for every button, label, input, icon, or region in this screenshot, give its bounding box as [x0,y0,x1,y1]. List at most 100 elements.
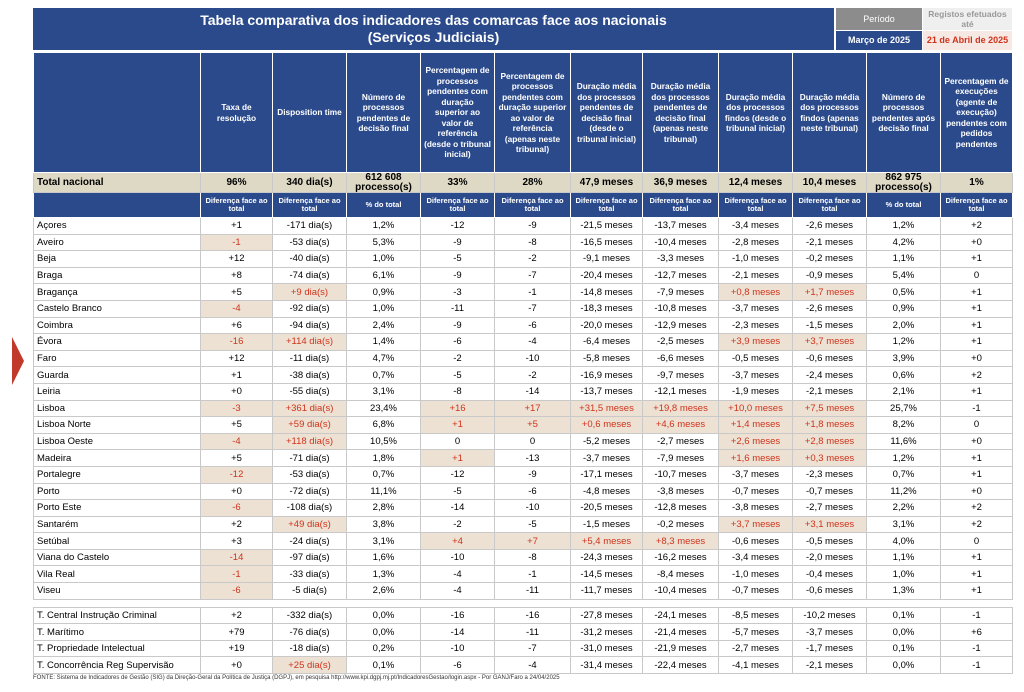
data-cell: -76 dia(s) [272,623,347,641]
data-cell: +118 dia(s) [272,432,347,451]
data-cell: -18 dia(s) [272,639,347,658]
subheader-cell: Diferença face ao total [792,192,867,218]
data-cell: -16,5 meses [570,233,643,252]
data-cell: -13 [494,449,571,467]
data-cell: 11,6% [866,432,941,451]
data-cell: 1,2% [866,333,941,351]
data-cell: 10,5% [346,432,421,451]
data-cell: -9 [420,316,495,335]
data-cell: +2 [940,515,1013,534]
row-label: Aveiro [33,233,201,252]
total-cell: 862 975 processo(s) [866,172,941,193]
data-cell: -2,7 meses [718,639,793,658]
data-cell: -14 [494,382,571,401]
data-cell: -9 [420,266,495,285]
data-cell: -10 [420,639,495,658]
column-header: Percentagem de processos pendentes com d… [420,52,495,173]
data-cell: -0,9 meses [792,266,867,285]
data-cell: +16 [420,399,495,418]
data-cell: -3,8 meses [718,499,793,517]
data-cell: -10,2 meses [792,606,867,625]
data-cell: -21,5 meses [570,217,643,235]
data-cell: +114 dia(s) [272,333,347,351]
data-cell: 1,8% [346,449,421,467]
data-cell: -9 [420,233,495,252]
data-cell: 1,2% [866,449,941,467]
data-cell: -2,3 meses [718,316,793,335]
data-cell: -97 dia(s) [272,548,347,567]
data-cell: -2,6 meses [792,299,867,318]
data-cell: -6 [200,582,273,600]
data-cell: -6 [200,499,273,517]
data-cell: 1,6% [346,548,421,567]
subheader-cell: Diferença face ao total [642,192,719,218]
data-row: Porto +0 -72 dia(s) 11,1% -5 -6 -4,8 meses -3,8… [33,482,1013,501]
data-cell: 6,1% [346,266,421,285]
total-cell: 12,4 meses [718,172,793,193]
column-header: Duração média dos processos findos (desd… [718,52,793,173]
data-cell: -5 [494,515,571,534]
data-cell: 0 [940,266,1013,285]
data-cell: +2 [200,606,273,625]
data-cell: -8,5 meses [718,606,793,625]
data-cell: +0 [940,482,1013,501]
row-label: Vila Real [33,565,201,584]
data-cell: -3,4 meses [718,217,793,235]
data-cell: +0,6 meses [570,416,643,434]
data-cell: -7 [494,639,571,658]
total-row: Total nacional 96% 340 dia(s) 612 608 proce… [33,172,1013,193]
data-cell: +25 dia(s) [272,656,347,675]
data-cell: +0,3 meses [792,449,867,467]
data-cell: -5 [420,366,495,384]
data-cell: +3 [200,532,273,550]
data-cell: -11 [494,582,571,600]
data-cell: +1 [200,217,273,235]
data-cell: -3,7 meses [718,366,793,384]
data-cell: -9,1 meses [570,250,643,268]
data-cell: -2,7 meses [792,499,867,517]
data-cell: -10,4 meses [642,233,719,252]
data-cell: +5 [494,416,571,434]
data-cell: -9,7 meses [642,366,719,384]
data-cell: 0 [494,432,571,451]
data-cell: -0,6 meses [792,582,867,600]
data-cell: -12,1 meses [642,382,719,401]
data-cell: -1,5 meses [570,515,643,534]
data-cell: -71 dia(s) [272,449,347,467]
data-cell: 0,7% [866,465,941,484]
data-cell: -3,7 meses [718,465,793,484]
data-cell: +19 [200,639,273,658]
row-label: T. Marítimo [33,623,201,641]
data-cell: -38 dia(s) [272,366,347,384]
data-cell: -31,0 meses [570,639,643,658]
data-cell: -3,3 meses [642,250,719,268]
column-header: Percentagem de execuções (agente de exec… [940,52,1013,173]
data-row: Bragança +5 +9 dia(s) 0,9% -3 -1 -14,8 meses -7… [33,283,1013,301]
data-cell: -5,7 meses [718,623,793,641]
registos-label: Registos efetuados até [923,8,1012,30]
data-cell: -1,7 meses [792,639,867,658]
data-cell: -33 dia(s) [272,565,347,584]
data-cell: 0,6% [866,366,941,384]
column-header: Número de processos pendentes de decisão… [346,52,421,173]
data-cell: -2 [494,250,571,268]
data-cell: +12 [200,349,273,368]
data-cell: +49 dia(s) [272,515,347,534]
total-cell: 612 608 processo(s) [346,172,421,193]
data-cell: -11 [420,299,495,318]
data-cell: -20,0 meses [570,316,643,335]
source-note: FONTE: Sistema de Indicadores de Gestão … [33,675,560,681]
data-cell: -0,5 meses [792,532,867,550]
data-cell: +59 dia(s) [272,416,347,434]
data-cell: +1 [420,449,495,467]
data-cell: -14,8 meses [570,283,643,301]
data-cell: 0,5% [866,283,941,301]
subheader-cell: Diferença face ao total [272,192,347,218]
column-header: Taxa de resolução [200,52,273,173]
data-cell: 1,1% [866,548,941,567]
row-label: Évora [33,333,201,351]
data-cell: 0,1% [866,639,941,658]
data-cell: 2,2% [866,499,941,517]
data-cell: +1 [940,333,1013,351]
data-cell: -14 [420,623,495,641]
